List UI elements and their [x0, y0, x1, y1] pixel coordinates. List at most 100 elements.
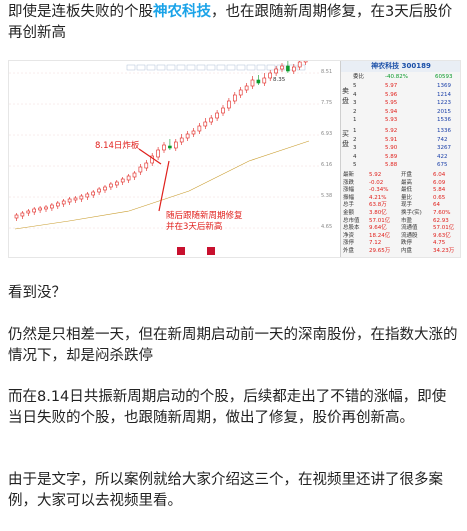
sell-price: 5.93	[385, 117, 398, 124]
buy-level: 4	[353, 153, 357, 160]
stat-value: 63.8万	[369, 202, 387, 209]
candle-body	[67, 198, 72, 203]
candle-body	[233, 94, 237, 102]
stat-label: 最低	[401, 187, 413, 194]
stat-label: 开盘	[401, 172, 413, 178]
candle-body	[144, 162, 149, 169]
buy-level: 5	[353, 162, 357, 169]
quote-stat-row: 总市值 57.01亿 市盈 62.93	[341, 217, 460, 225]
candle-body	[162, 144, 166, 151]
sell-order-row: 2 5.94 2015	[341, 108, 460, 116]
stat-value: 4.75	[433, 240, 446, 247]
candle-body	[73, 197, 78, 201]
candle-body	[126, 175, 131, 181]
stat-label: 最高	[401, 179, 413, 186]
sell-price: 5.94	[385, 108, 398, 115]
buy-volume: 675	[437, 162, 448, 169]
annotation-arrow-recovery	[158, 160, 170, 212]
stat-label: 流通值	[401, 225, 418, 232]
sell-price: 5.97	[385, 83, 398, 89]
candle-body	[250, 79, 255, 87]
candle-body	[26, 210, 31, 214]
stat-value: 57.01亿	[369, 217, 391, 224]
candle-body	[191, 130, 196, 135]
buy-order-row: 5 5.88 675	[341, 161, 460, 169]
sell-volume: 1223	[437, 100, 451, 107]
buy-order-row: 4 5.89 422	[341, 153, 460, 161]
stat-label: 涨跌	[343, 179, 355, 186]
stat-label: 量比	[401, 194, 413, 201]
stat-value: 62.93	[433, 217, 449, 224]
stat-value: 57.01亿	[433, 225, 455, 232]
buy-level: 3	[353, 145, 357, 152]
buy-order-row: 3 5.90 3267	[341, 144, 460, 152]
candle-body	[179, 137, 184, 143]
peak-price-label: 8.35	[273, 77, 286, 83]
quote-stat-row: 涨幅 -0.34% 最低 5.84	[341, 186, 460, 194]
stat-value: -0.34%	[369, 187, 389, 194]
toolbar-tab	[206, 64, 216, 71]
candle-body	[38, 207, 42, 211]
toolbar-tab	[226, 64, 236, 71]
stat-value: 7.12	[369, 240, 382, 247]
sell-order-row: 3 5.95 1223	[341, 99, 460, 107]
candle-body	[203, 121, 208, 127]
stat-label: 外盘	[343, 248, 355, 254]
candle-body	[14, 214, 19, 219]
stat-value: 5.92	[369, 172, 382, 178]
candle-body	[50, 204, 54, 209]
candle-body	[209, 117, 213, 123]
candle-body	[291, 66, 296, 72]
sell-volume: 1214	[437, 91, 451, 98]
stat-value: 6.09	[433, 179, 446, 186]
sell-price: 5.96	[385, 91, 398, 98]
candle-body	[174, 141, 178, 149]
stat-label: 流通股	[401, 232, 418, 239]
stat-label: 金额	[343, 210, 355, 216]
candle-body	[109, 183, 113, 188]
toolbar-tab	[256, 64, 266, 71]
candle-body	[138, 166, 143, 173]
annotation-follow-recovery: 随后跟随新周期修复	[166, 211, 243, 221]
stat-value: -0.02	[369, 179, 384, 186]
toolbar-tab	[136, 64, 146, 71]
buy-volume: 742	[437, 136, 448, 143]
candle-body	[132, 172, 137, 178]
sell-side-label: 卖盘	[342, 87, 349, 105]
order-ratio-diff: 60593	[435, 74, 453, 80]
paragraph-2: 仍然是只相差一天，但在新周期启动前一天的深南股份，在指数大涨的情况下，却是闷杀跌…	[8, 327, 458, 364]
quote-stat-row: 涨跌 -0.02 最高 6.09	[341, 179, 460, 187]
stat-value: 0.65	[433, 194, 446, 201]
stat-label: 内盘	[401, 248, 413, 254]
toolbar-tab	[236, 64, 246, 71]
buy-level: 1	[353, 128, 357, 134]
quote-stat-row: 总手 63.8万 现手 64	[341, 201, 460, 209]
stat-label: 总市值	[343, 217, 360, 224]
buy-order-row: 2 5.91 742	[341, 136, 460, 144]
buy-price: 5.92	[385, 128, 398, 134]
candle-body	[244, 85, 249, 91]
stat-label: 换手(实)	[401, 210, 422, 216]
candle-body	[286, 65, 290, 72]
stat-label: 涨幅	[343, 187, 355, 194]
quote-stat-row: 涨停 7.12 跌停 4.75	[341, 239, 460, 247]
candle-body	[103, 186, 107, 191]
sell-order-row: 4 5.96 1214	[341, 91, 460, 99]
buy-volume: 422	[437, 153, 448, 160]
candle-body	[20, 212, 25, 217]
stat-value: 18.24亿	[369, 232, 391, 239]
buy-volume: 3267	[437, 145, 451, 152]
stat-value: 7.60%	[433, 210, 451, 216]
paragraph-4: 由于是文字，所以案例就给大家介绍这三个，在视频里还讲了很多案例，大家可以去视频里…	[8, 472, 443, 509]
candle-body	[85, 193, 90, 198]
candle-body	[256, 79, 261, 84]
sell-volume: 2015	[437, 108, 451, 115]
stat-label: 市盈	[401, 217, 413, 224]
sell-order-row: 5 5.97 1369	[341, 82, 460, 90]
quote-stat-row: 外盘 29.65万 内盘 34.23万	[341, 247, 460, 255]
quote-stat-row: 金额 3.80亿 换手(实) 7.60%	[341, 209, 460, 217]
stat-label: 总手	[343, 202, 355, 209]
sell-level: 4	[353, 91, 357, 98]
price-level-label: 6.16	[321, 162, 333, 168]
price-level-label: 8.51	[321, 69, 333, 75]
